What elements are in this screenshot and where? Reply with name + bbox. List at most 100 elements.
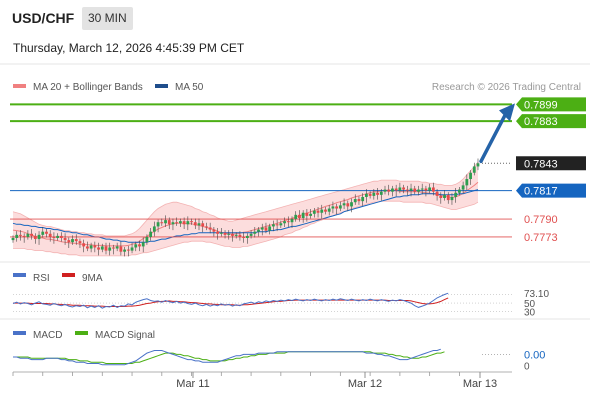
candle-body (164, 220, 167, 224)
candle-body (301, 212, 305, 218)
copyright: Research © 2026 Trading Central (432, 82, 581, 93)
candle-body (372, 192, 376, 196)
candle-body (376, 192, 379, 195)
candle-body (424, 188, 428, 191)
candle-body (420, 188, 424, 190)
x-tick-label: Mar 11 (176, 378, 209, 390)
candle-body (312, 210, 316, 214)
candle-body (63, 238, 67, 241)
x-tick-label: Mar 13 (463, 378, 497, 390)
candle-body (130, 247, 134, 251)
macd-level-label: 0 (524, 361, 530, 372)
candle-body (74, 239, 78, 242)
candle-body (446, 194, 450, 201)
candle-body (67, 240, 71, 243)
candle-body (476, 163, 480, 167)
target-level-badge (516, 114, 586, 129)
candle-body (59, 235, 63, 238)
candle-body (260, 227, 264, 230)
candle-body (112, 247, 115, 249)
candle-body (320, 209, 324, 213)
candle-body (253, 231, 257, 234)
timeframe-button[interactable]: 30 MIN (82, 7, 133, 30)
candle-body (216, 231, 219, 234)
rsi-legend-label: RSI (33, 273, 50, 284)
candle-body (417, 189, 420, 192)
rsi-ma-legend-swatch (62, 273, 75, 277)
candle-body (234, 234, 238, 236)
candle-body (86, 246, 89, 249)
candle-body (409, 188, 413, 191)
candle-body (335, 206, 339, 209)
candle-body (175, 222, 179, 224)
candle-body (208, 227, 212, 230)
candle-body (279, 223, 283, 226)
candle-body (242, 236, 246, 238)
candle-body (346, 203, 350, 207)
legend-label: MA 20 + Bollinger Bands (33, 82, 143, 93)
candle-body (305, 212, 309, 216)
macd-signal-legend-swatch (75, 331, 88, 335)
pivot-level-label: 0.7817 (524, 186, 558, 198)
rsi-ma-legend-label: 9MA (82, 273, 103, 284)
candle-body (156, 222, 160, 227)
ma20-line (12, 181, 479, 247)
candle-body (227, 233, 231, 235)
candle-body (30, 233, 33, 236)
legend-swatch (155, 84, 168, 88)
candle-body (268, 226, 272, 231)
candle-body (160, 222, 164, 224)
candle-body (167, 220, 171, 225)
candle-body (365, 193, 368, 197)
candle-body (126, 249, 130, 251)
target-level-label: 0.7899 (524, 99, 558, 111)
candle-body (15, 234, 19, 238)
current-price-label: 0.7843 (524, 158, 558, 170)
candle-body (272, 224, 275, 227)
candle-body (149, 231, 153, 237)
candle-body (141, 242, 145, 247)
macd-legend-swatch (13, 331, 26, 335)
candle-body (231, 233, 234, 236)
candle-body (443, 194, 446, 198)
candle-body (134, 244, 138, 248)
macd-line (13, 348, 441, 366)
macd-signal-legend-label: MACD Signal (95, 330, 155, 341)
candle-body (48, 233, 52, 237)
candle-body (19, 234, 22, 236)
candle-body (212, 229, 216, 232)
candle-body (100, 246, 104, 250)
candle-body (249, 233, 253, 236)
candle-body (93, 245, 97, 248)
candle-body (298, 214, 301, 218)
candle-body (119, 246, 123, 252)
candle-body (37, 234, 41, 240)
candle-body (22, 235, 26, 237)
candle-body (71, 239, 74, 243)
candle-body (152, 226, 156, 232)
candle-body (197, 223, 201, 226)
candle-body (179, 221, 182, 224)
candle-body (145, 236, 149, 243)
candle-body (309, 213, 312, 216)
current-price-badge (516, 156, 586, 171)
candle-body (52, 236, 56, 238)
candle-body (398, 187, 402, 191)
trend-arrow-head (499, 103, 515, 122)
candle-body (264, 227, 268, 231)
legend-label: MA 50 (175, 82, 204, 93)
bollinger-band (13, 162, 478, 256)
candle-body (205, 226, 208, 228)
candle-body (394, 188, 398, 191)
candle-body (245, 235, 249, 238)
rsi-level-label: 73.10 (524, 289, 549, 300)
candle-body (26, 233, 30, 237)
rsi-level-label: 50 (524, 299, 536, 310)
candle-body (219, 232, 223, 234)
candle-body (342, 203, 346, 206)
target-level-badge (516, 97, 586, 112)
candle-body (104, 246, 108, 251)
candle-body (108, 247, 112, 251)
candle-body (387, 189, 391, 192)
candle-body (56, 235, 60, 238)
